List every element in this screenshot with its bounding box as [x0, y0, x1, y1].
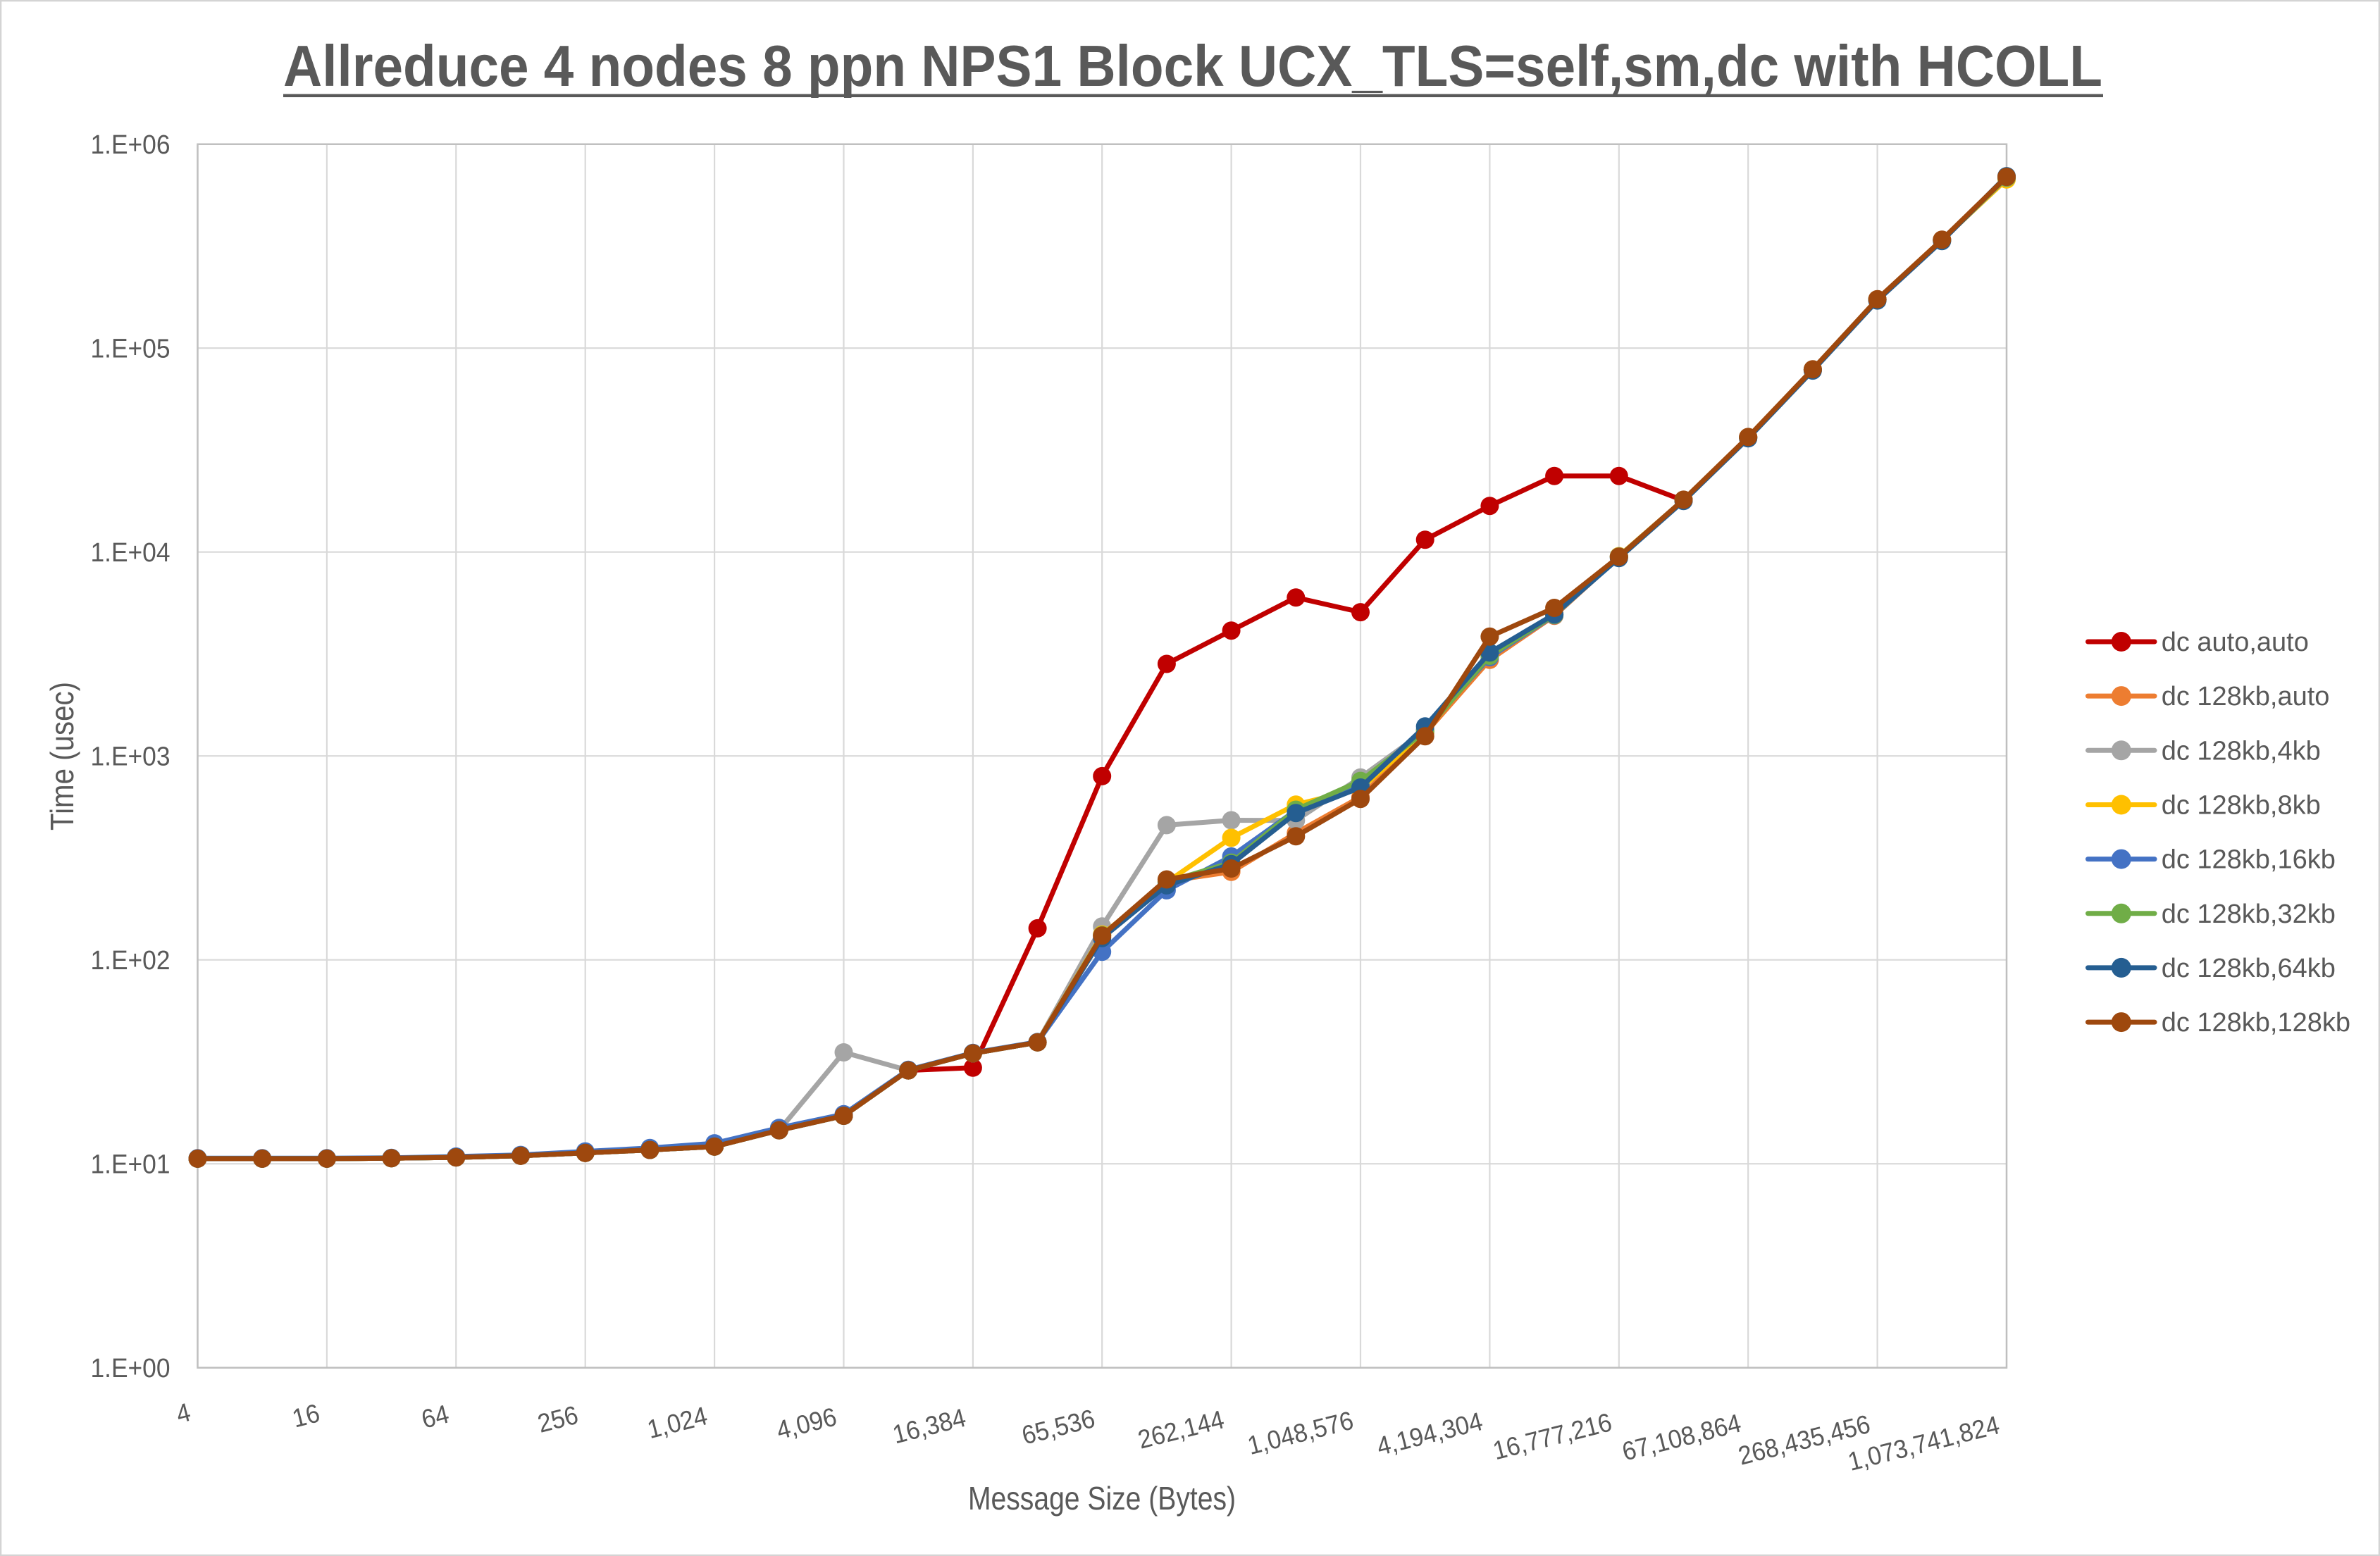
svg-text:1.E+00: 1.E+00 — [91, 1354, 171, 1383]
svg-text:1.E+06: 1.E+06 — [91, 130, 171, 160]
svg-text:Message Size (Bytes): Message Size (Bytes) — [968, 1480, 1236, 1517]
svg-text:dc 128kb,128kb: dc 128kb,128kb — [2162, 1008, 2350, 1038]
svg-text:dc 128kb,64kb: dc 128kb,64kb — [2162, 954, 2336, 983]
svg-text:dc 128kb,8kb: dc 128kb,8kb — [2162, 791, 2321, 821]
svg-text:dc 128kb,4kb: dc 128kb,4kb — [2162, 736, 2321, 766]
svg-text:1.E+03: 1.E+03 — [91, 742, 171, 772]
svg-text:Allreduce 4 nodes 8 ppn NPS1 B: Allreduce 4 nodes 8 ppn NPS1 Block UCX_T… — [283, 33, 2102, 99]
svg-text:1.E+05: 1.E+05 — [91, 335, 171, 364]
svg-text:dc auto,auto: dc auto,auto — [2162, 628, 2309, 657]
svg-text:1.E+04: 1.E+04 — [91, 538, 171, 568]
svg-text:dc 128kb,auto: dc 128kb,auto — [2162, 682, 2330, 711]
svg-text:dc 128kb,16kb: dc 128kb,16kb — [2162, 845, 2336, 875]
svg-text:Time (usec): Time (usec) — [44, 682, 80, 830]
svg-text:1.E+02: 1.E+02 — [91, 946, 171, 976]
svg-text:1.E+01: 1.E+01 — [91, 1150, 171, 1180]
svg-text:dc 128kb,32kb: dc 128kb,32kb — [2162, 900, 2336, 929]
